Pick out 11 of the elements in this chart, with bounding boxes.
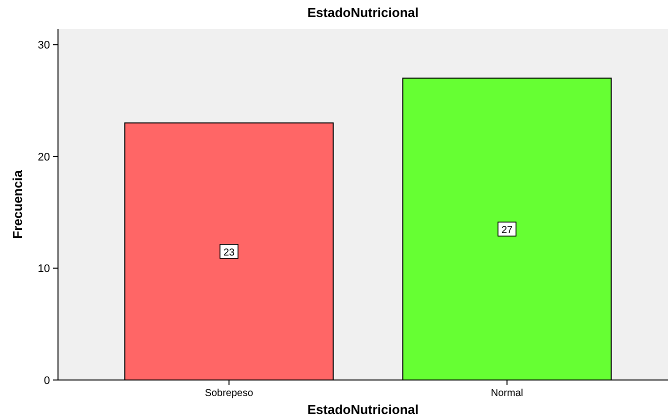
x-axis-title: EstadoNutricional [307, 402, 419, 417]
data-label: 27 [501, 225, 513, 236]
y-tick-label: 10 [38, 263, 50, 276]
x-tick-label: Normal [490, 388, 524, 399]
y-tick-label: 0 [44, 375, 50, 387]
y-tick-label: 20 [38, 151, 50, 164]
data-label: 23 [223, 247, 235, 258]
chart-title: EstadoNutricional [307, 5, 419, 20]
x-tick-label: Sobrepeso [204, 388, 254, 399]
y-axis-title: Frecuencia [10, 169, 25, 239]
y-tick-label: 30 [38, 40, 50, 52]
